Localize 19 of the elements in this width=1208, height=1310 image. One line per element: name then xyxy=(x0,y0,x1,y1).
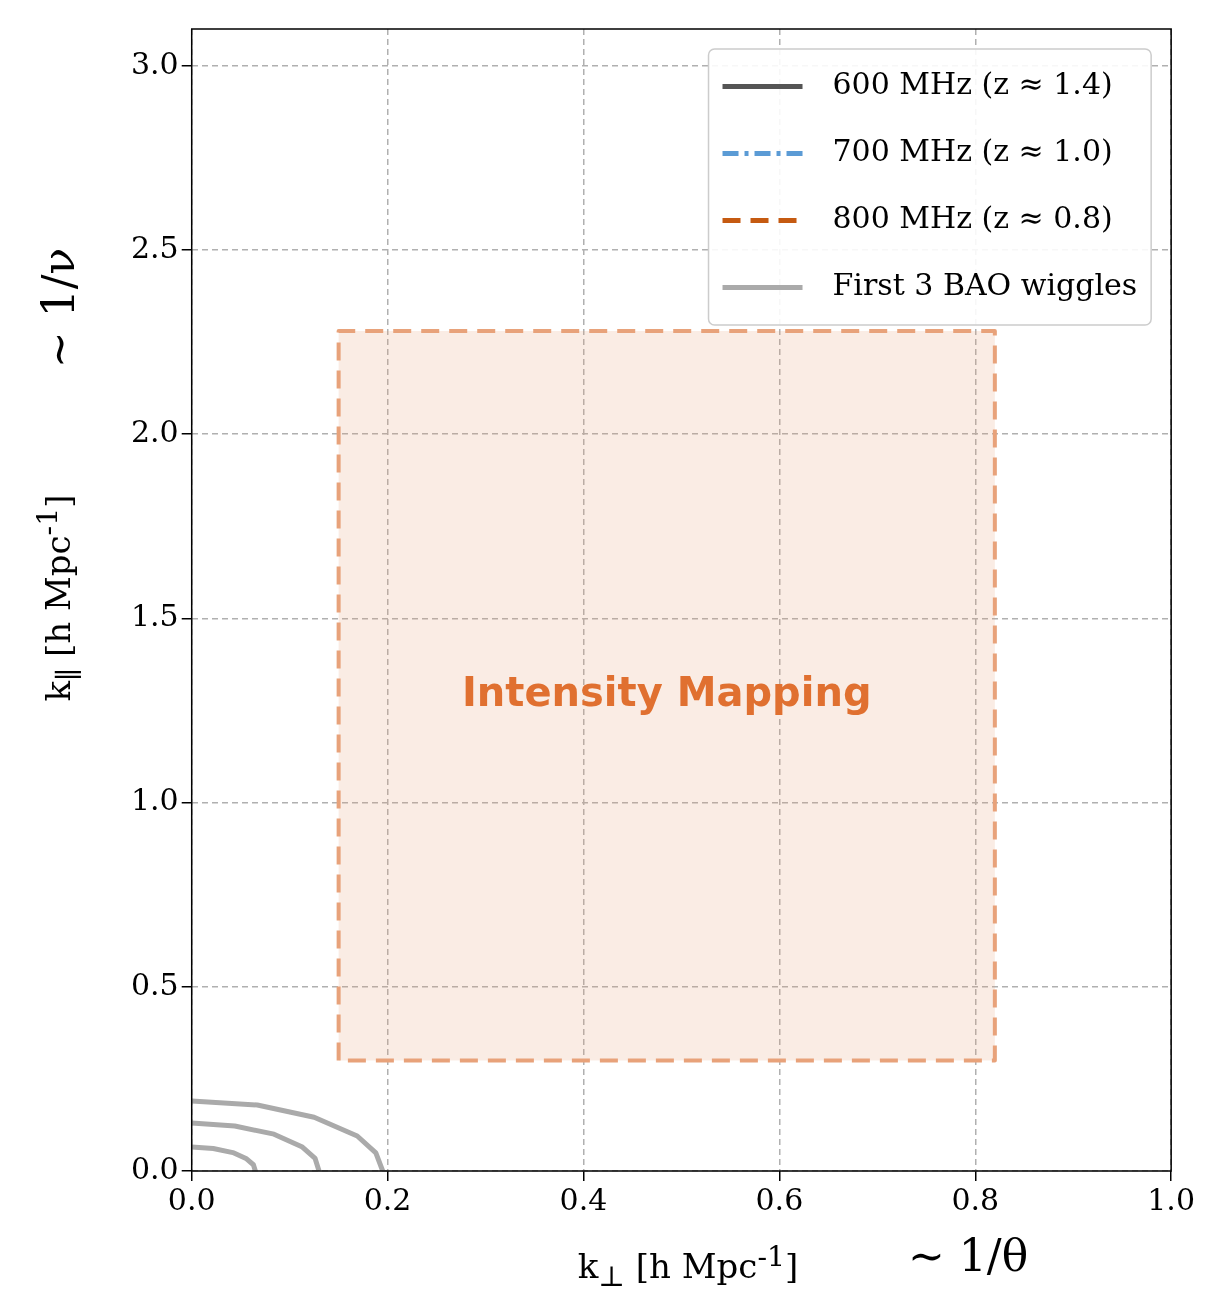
legend-label: First 3 BAO wiggles xyxy=(832,267,1138,303)
y-tick-label: 2.5 xyxy=(130,229,179,265)
x-tick-label: 0.8 xyxy=(951,1181,1000,1217)
text: ∼ 1/ν xyxy=(32,247,84,369)
text: ∼ 1/θ xyxy=(908,1230,1029,1281)
series-label: Intensity Mapping xyxy=(461,669,872,716)
y-tick-label: 1.5 xyxy=(130,598,179,634)
x-axis-title: k$_{⊥}$ [h Mpc$^{-1}$] xyxy=(577,1240,799,1294)
y-tick-label: 0.5 xyxy=(130,966,179,1002)
y-tick-label: 3.0 xyxy=(130,45,179,81)
x-tick-label: 0.2 xyxy=(363,1181,412,1217)
y-tick-label: 1.0 xyxy=(130,782,179,818)
legend-label: 600 MHz (z ≈ 1.4) xyxy=(832,66,1113,102)
legend-label: 700 MHz (z ≈ 1.0) xyxy=(832,133,1113,169)
y-tick-label: 2.0 xyxy=(130,414,179,450)
x-tick-label: 0.4 xyxy=(559,1181,608,1217)
x-tick-label: 0.6 xyxy=(755,1181,804,1217)
legend-label: 800 MHz (z ≈ 0.8) xyxy=(832,200,1113,236)
x-tick-label: 1.0 xyxy=(1147,1181,1195,1217)
